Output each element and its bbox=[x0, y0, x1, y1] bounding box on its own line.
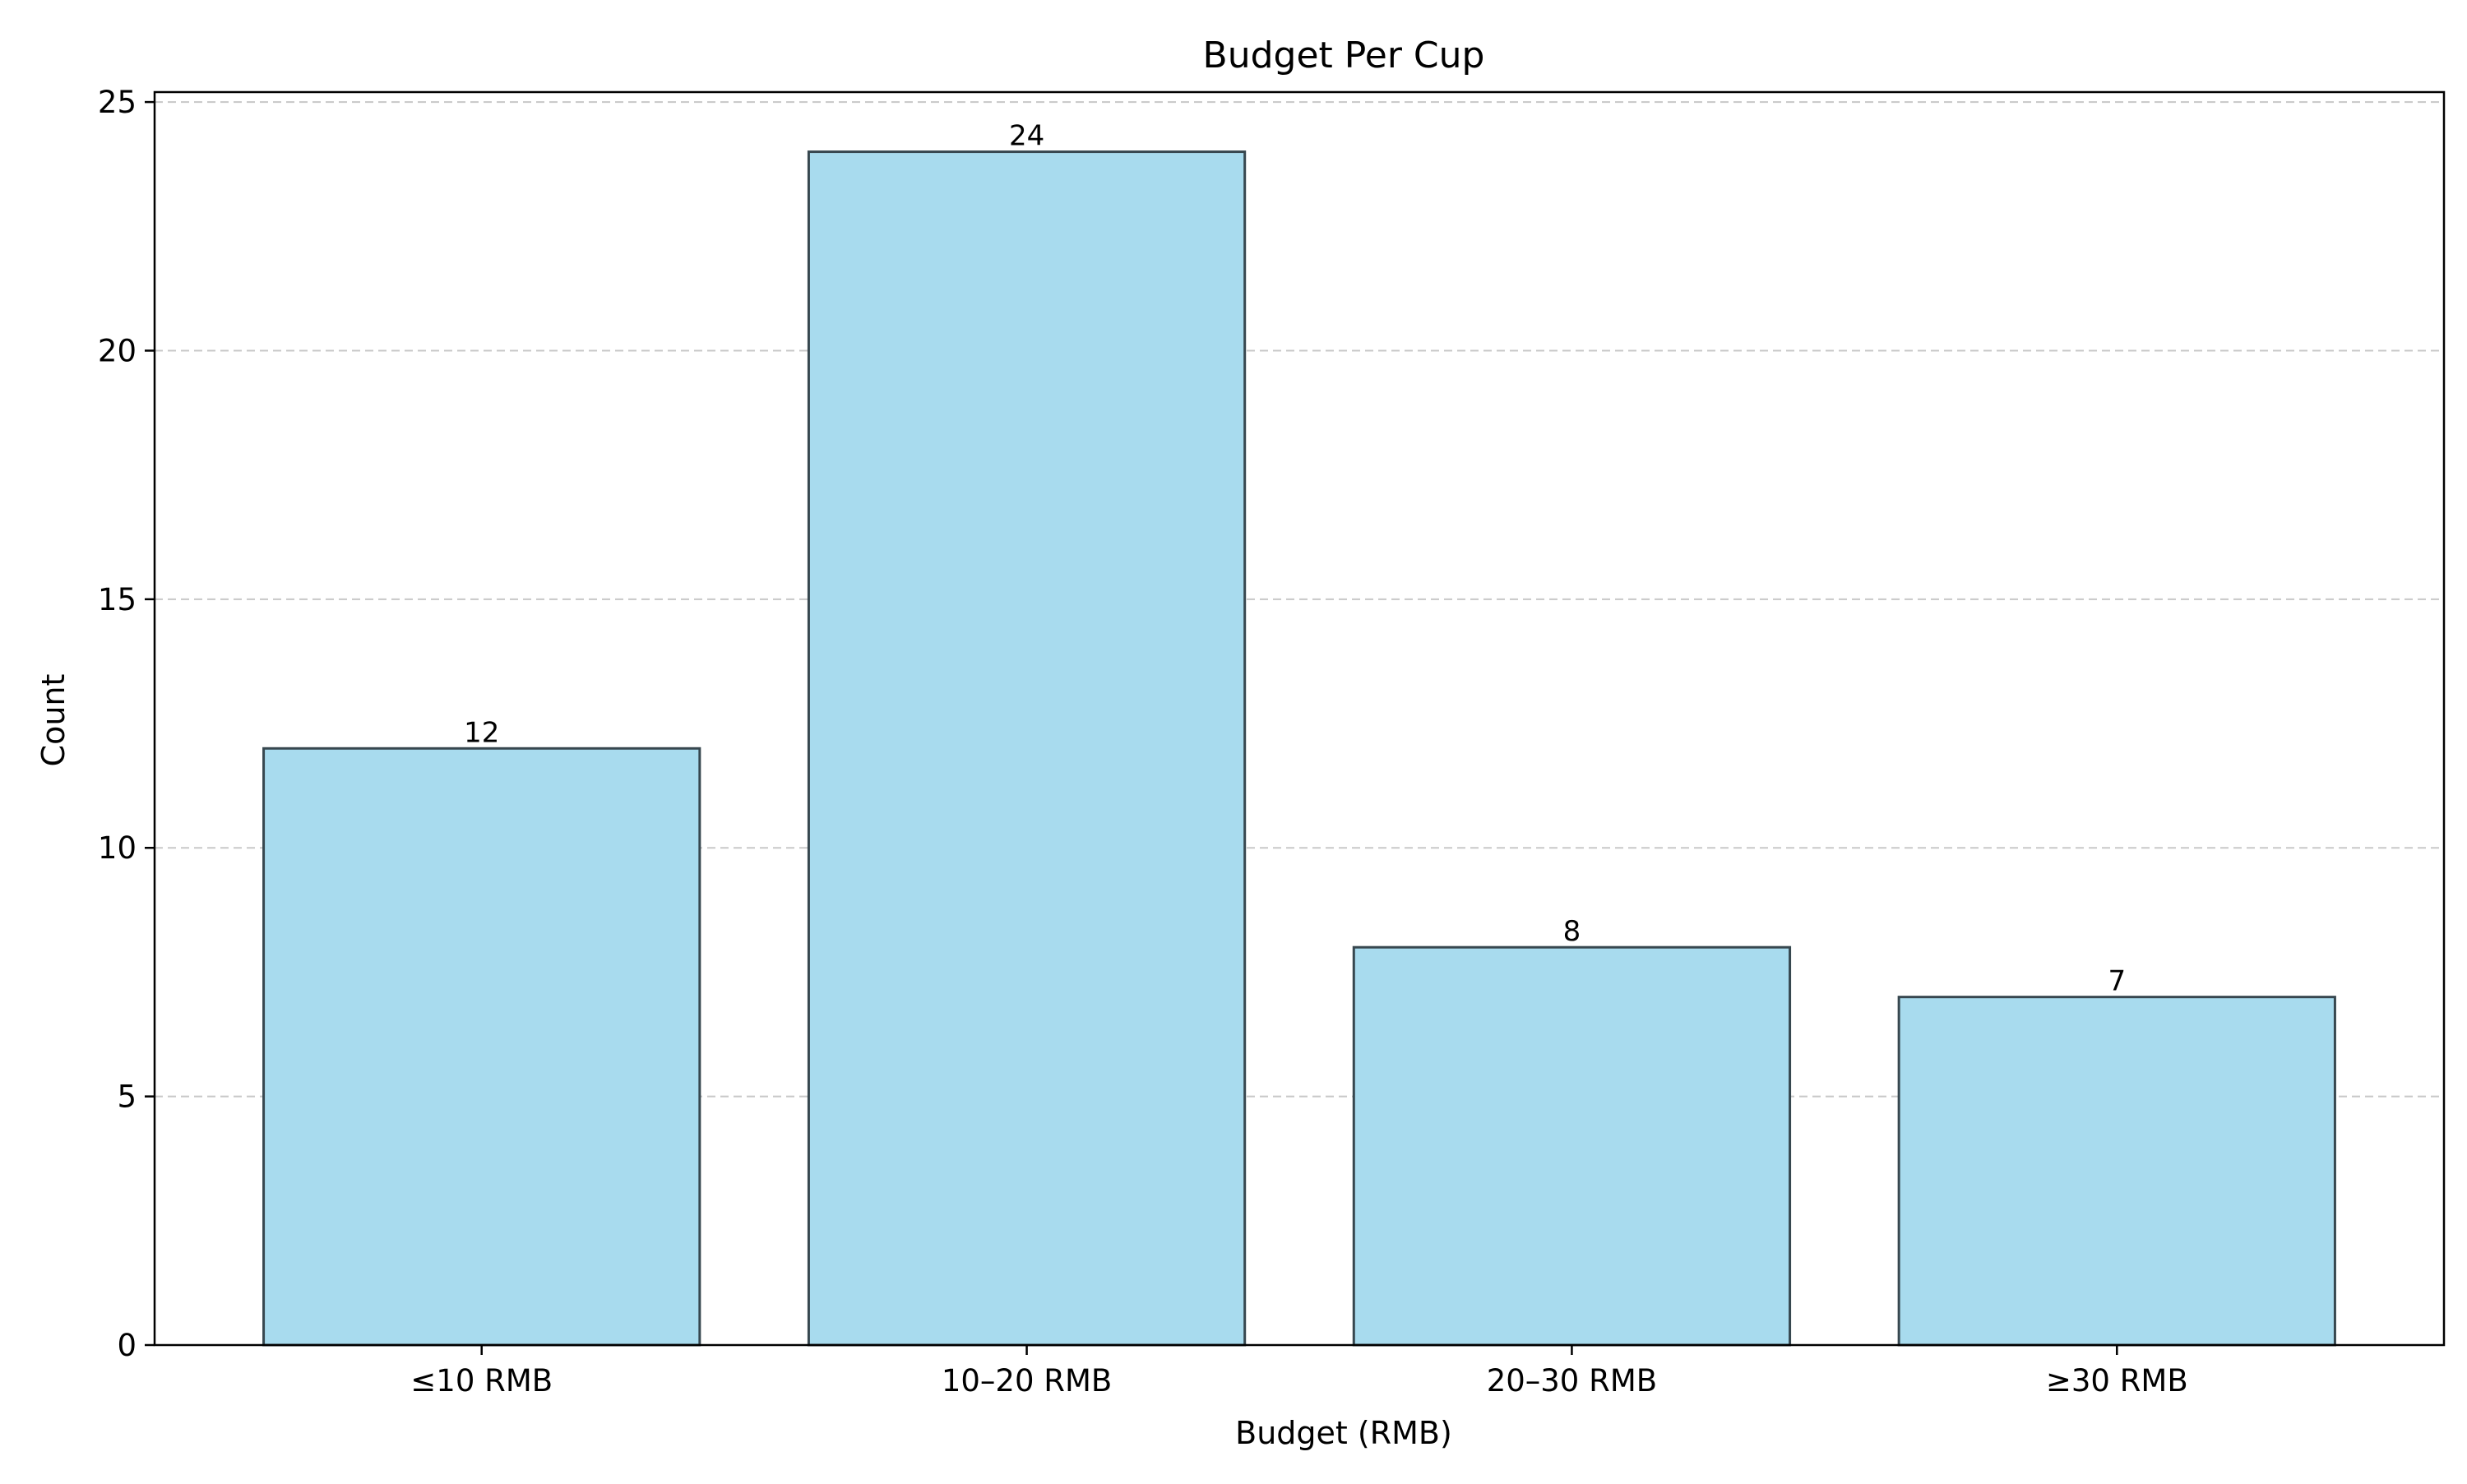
axes: 0 5 10 15 20 25 ≤10 RMB 10–20 RMB 20–30 RMB ≥30 R… bbox=[98, 85, 2446, 1398]
bar-2 bbox=[1352, 945, 1792, 1347]
y-tick-label-4: 20 bbox=[98, 333, 137, 368]
data-labels: 12 24 8 7 bbox=[464, 120, 2126, 998]
data-label-3: 7 bbox=[2108, 965, 2126, 998]
data-label-1: 24 bbox=[1009, 120, 1044, 153]
x-tick-label-2: 20–30 RMB bbox=[1487, 1363, 1657, 1398]
bars bbox=[262, 150, 2336, 1347]
y-tick-label-5: 25 bbox=[98, 85, 137, 120]
chart-title: Budget Per Cup bbox=[1203, 35, 1485, 76]
y-tick-label-1: 5 bbox=[117, 1079, 137, 1115]
data-label-0: 12 bbox=[464, 716, 499, 749]
y-axis-label: Count bbox=[35, 674, 72, 767]
y-tick-label-3: 15 bbox=[98, 582, 137, 617]
y-tick-label-0: 0 bbox=[117, 1328, 137, 1363]
bar-1 bbox=[807, 150, 1247, 1347]
x-tick-label-3: ≥30 RMB bbox=[2046, 1363, 2188, 1398]
bar-3 bbox=[1897, 996, 2336, 1347]
plot-frame bbox=[153, 90, 2446, 1347]
data-label-2: 8 bbox=[1563, 915, 1581, 948]
x-tick-label-1: 10–20 RMB bbox=[942, 1363, 1112, 1398]
bar-0 bbox=[262, 747, 701, 1347]
x-tick-label-0: ≤10 RMB bbox=[410, 1363, 553, 1398]
x-axis-label: Budget (RMB) bbox=[1235, 1415, 1452, 1451]
y-tick-label-2: 10 bbox=[98, 830, 137, 866]
